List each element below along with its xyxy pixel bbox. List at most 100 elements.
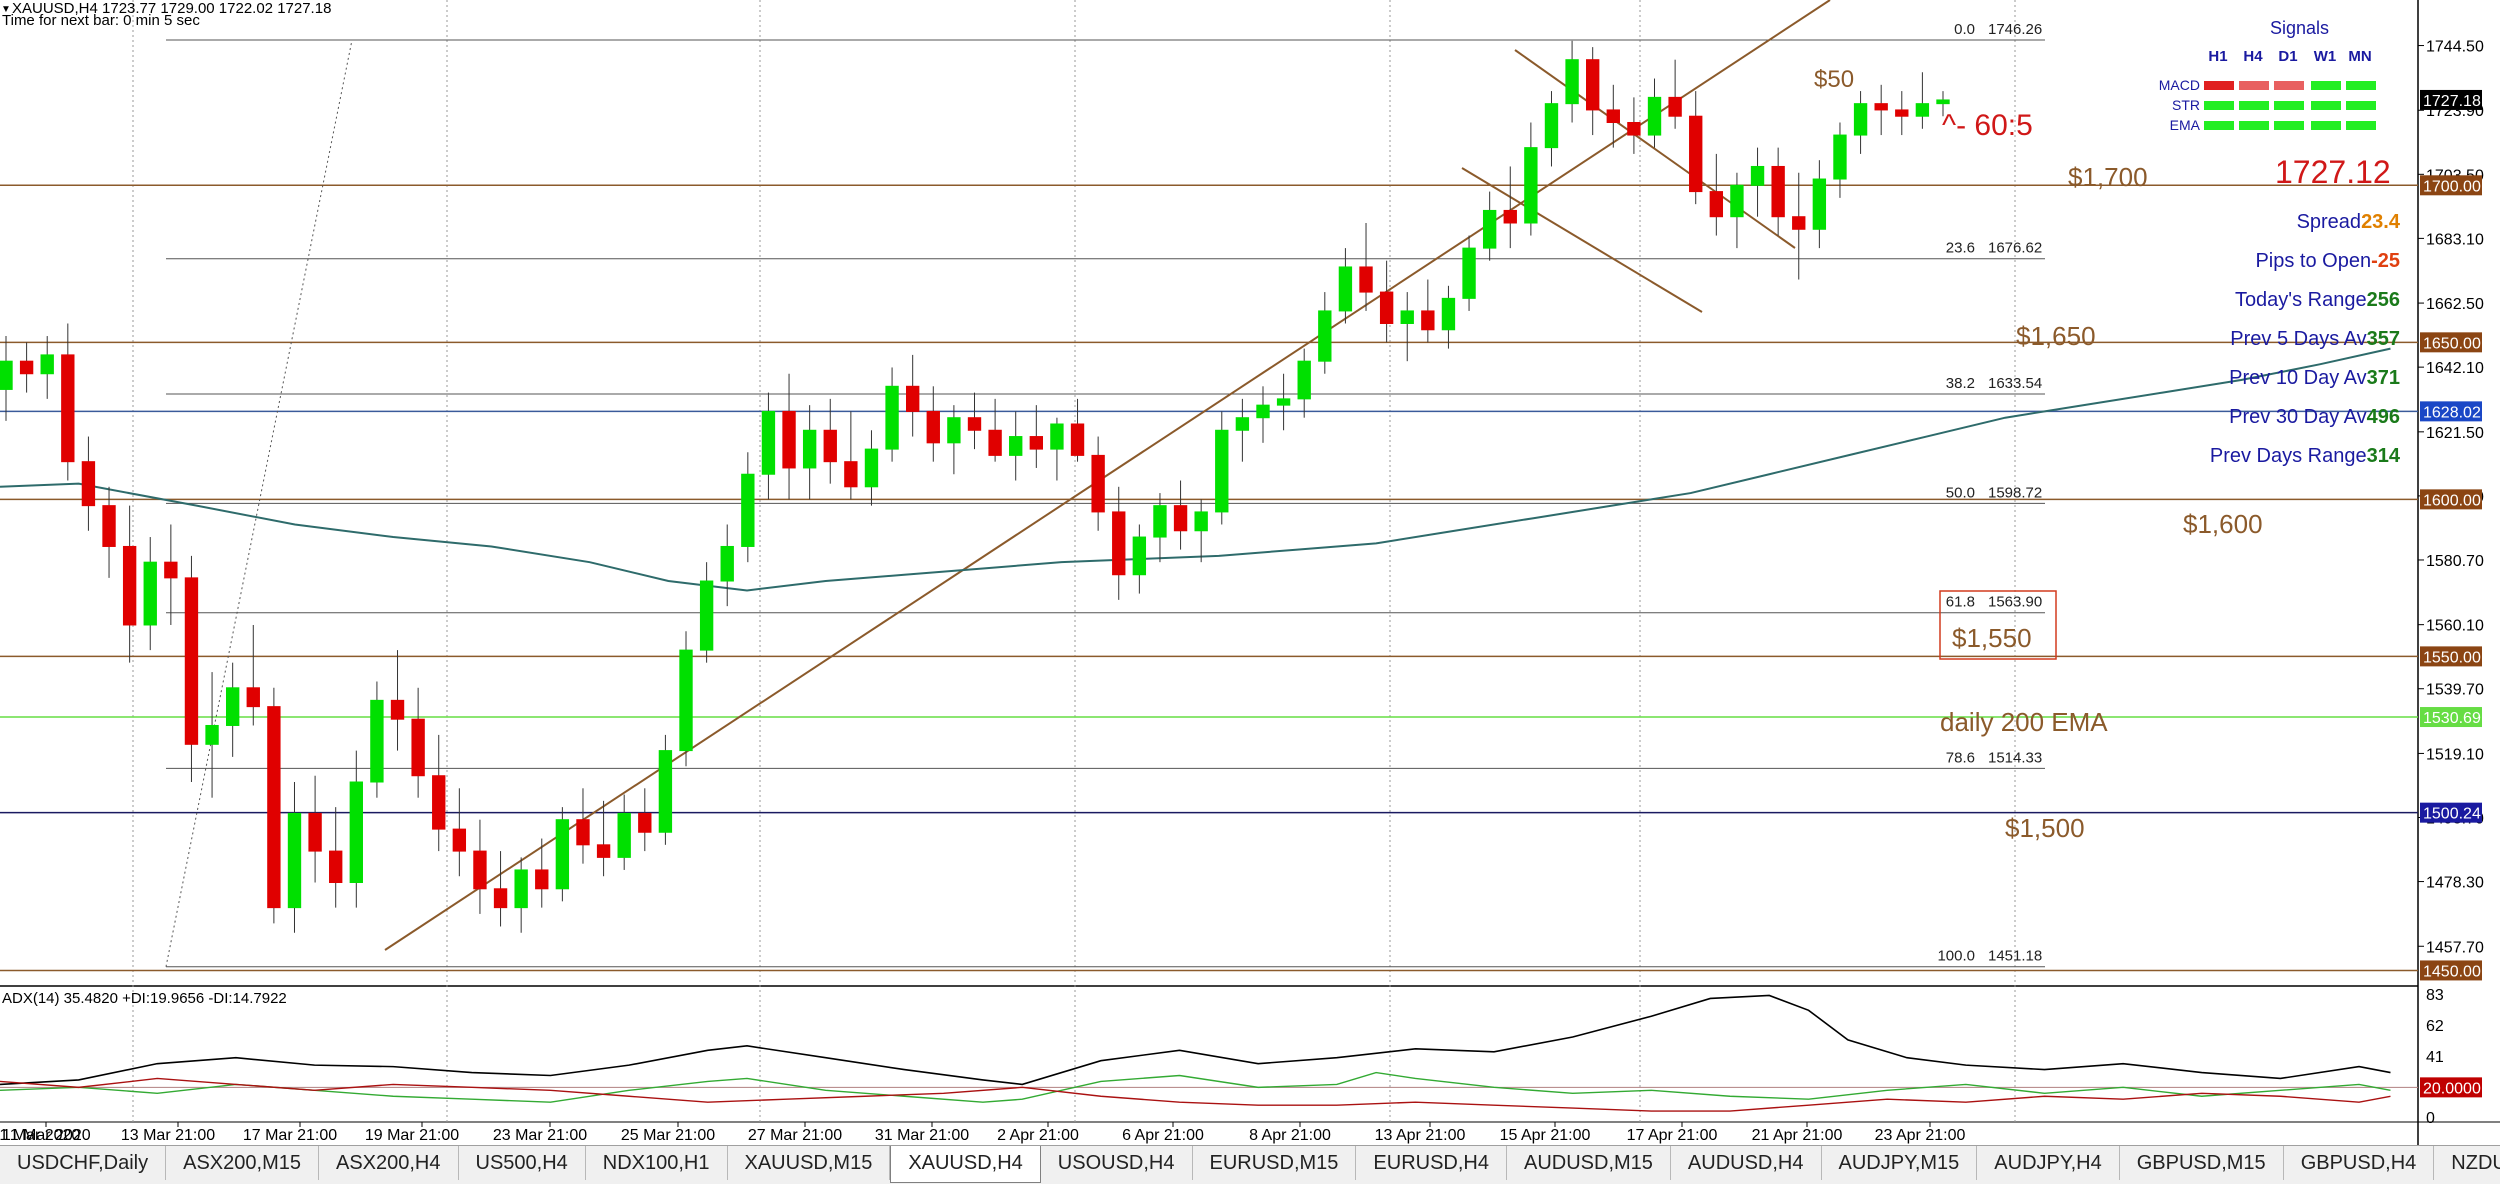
tab-eurusd-h4[interactable]: EURUSD,H4 <box>1356 1146 1507 1180</box>
candle-75 <box>1544 91 1559 167</box>
candle-72 <box>1482 191 1497 261</box>
x-tick-label-3: 19 Mar 21:00 <box>365 1127 459 1144</box>
price-badge-value: 1700.00 <box>2423 178 2481 195</box>
adx-label: ADX(14) 35.4820 +DI:19.9656 -DI:14.7922 <box>2 990 287 1007</box>
y-tick-label-11: 1519.10 <box>2426 746 2484 763</box>
candle-67 <box>1379 260 1394 343</box>
signal-cell-0-2 <box>2274 81 2304 90</box>
adx-y-tick-1: 62 <box>2426 1018 2444 1035</box>
tab-audjpy-m15[interactable]: AUDJPY,M15 <box>1822 1146 1978 1180</box>
price-badges: 1727.18 1700.00 1650.00 1628.02 1600.00 1550.… <box>2420 89 2482 981</box>
tab-asx200-h4[interactable]: ASX200,H4 <box>319 1146 459 1180</box>
y-tick-label-8: 1580.70 <box>2426 553 2484 570</box>
time-axis: 11 Mar 2020 13 Mar 21:00 17 Mar 21:00 19 Ma… <box>0 1122 1965 1144</box>
price-badge-0: 1727.18 <box>2420 89 2482 110</box>
candle-48 <box>988 398 1002 462</box>
candle-2 <box>40 336 54 399</box>
candle-94 <box>1936 91 1950 117</box>
candle-15 <box>308 775 322 883</box>
candle-80 <box>1647 78 1662 148</box>
signals-col-2: D1 <box>2278 48 2297 65</box>
candle-body <box>679 649 693 752</box>
y-tick-label-10: 1539.70 <box>2426 682 2484 699</box>
candle-body <box>473 850 487 890</box>
fib-level-0: 0.0 <box>1954 21 1975 38</box>
candle-body <box>1215 429 1229 513</box>
candle-68 <box>1400 292 1414 362</box>
candle-body <box>1874 103 1888 111</box>
tab-audjpy-h4[interactable]: AUDJPY,H4 <box>1977 1146 2120 1180</box>
candle-5 <box>102 486 116 578</box>
candle-body <box>1112 511 1126 576</box>
tab-asx200-m15[interactable]: ASX200,M15 <box>166 1146 319 1180</box>
candle-1 <box>19 342 34 393</box>
tab-audusd-h4[interactable]: AUDUSD,H4 <box>1671 1146 1822 1180</box>
candle-58 <box>1194 499 1208 563</box>
candle-body <box>514 869 528 909</box>
candle-body <box>823 429 837 463</box>
tab-gbpusd-h4[interactable]: GBPUSD,H4 <box>2284 1146 2435 1180</box>
signal-cell-2-4 <box>2346 121 2376 130</box>
signal-cell-0-4 <box>2346 81 2376 90</box>
candle-11 <box>225 662 240 757</box>
candle-74 <box>1524 122 1538 236</box>
candle-body <box>844 461 858 488</box>
chart-canvas[interactable]: 0.0 1746.26 23.6 1676.62 38.2 1633.54 50.0 1598… <box>0 0 2500 1145</box>
candle-body <box>184 577 199 745</box>
candle-29 <box>596 800 611 877</box>
candle-14 <box>287 782 302 933</box>
tab-nzdusd-m15[interactable]: NZDUSD,M15 <box>2434 1146 2500 1180</box>
fib-price-2: 1633.54 <box>1988 375 2042 392</box>
signal-cell-2-2 <box>2274 121 2304 130</box>
candle-body <box>988 429 1002 456</box>
candle-body <box>1544 103 1559 149</box>
candle-body <box>205 724 219 745</box>
candle-body <box>1297 360 1311 400</box>
tab-usdchf-daily[interactable]: USDCHF,Daily <box>0 1146 167 1180</box>
candle-body <box>1730 184 1744 218</box>
tab-ndx100-h1[interactable]: NDX100,H1 <box>586 1146 728 1180</box>
fib-level-4: 61.8 <box>1946 594 1975 611</box>
signals-col-3: W1 <box>2314 48 2337 65</box>
signals-row-label-2: EMA <box>2170 117 2201 133</box>
candle-43 <box>885 367 899 462</box>
candle-body <box>1256 404 1270 419</box>
chart-tabs: USDCHF,Daily ASX200,M15 ASX200,H4 US500,H4 N… <box>0 1145 2500 1184</box>
candle-body <box>143 561 157 626</box>
current-price-label: 1727.12 <box>2275 154 2391 190</box>
candle-91 <box>1874 84 1888 136</box>
tab-xauusd-h4[interactable]: XAUUSD,H4 <box>890 1146 1041 1183</box>
candle-body <box>1771 165 1785 218</box>
tab-usousd-h4[interactable]: USOUSD,H4 <box>1041 1146 1193 1180</box>
fib-price-3: 1598.72 <box>1988 484 2042 501</box>
fib-price-5: 1514.33 <box>1988 749 2042 766</box>
candle-50 <box>1029 405 1044 468</box>
fib-price-0: 1746.26 <box>1988 21 2042 38</box>
tab-gbpusd-m15[interactable]: GBPUSD,M15 <box>2120 1146 2284 1180</box>
x-tick-label-12: 15 Apr 21:00 <box>1500 1127 1591 1144</box>
candle-33 <box>679 631 693 767</box>
candle-body <box>61 354 75 463</box>
tab-audusd-m15[interactable]: AUDUSD,M15 <box>1507 1146 1671 1180</box>
candle-body <box>1462 247 1476 299</box>
candle-body <box>40 354 54 375</box>
candle-body <box>1586 59 1600 111</box>
candle-body <box>761 410 776 475</box>
candle-16 <box>329 807 343 908</box>
candle-34 <box>699 562 714 663</box>
y-tick-label-6: 1621.50 <box>2426 425 2484 442</box>
candle-69 <box>1421 279 1435 343</box>
fibonacci-retracement: 0.0 1746.26 23.6 1676.62 38.2 1633.54 50.0 1598… <box>165 21 2057 968</box>
candle-12 <box>246 624 260 726</box>
tab-eurusd-m15[interactable]: EURUSD,M15 <box>1193 1146 1357 1180</box>
level-label-1: $1,650 <box>2016 321 2096 351</box>
candle-body <box>576 819 590 846</box>
price-badge-bg <box>2420 802 2482 823</box>
price-badge-value: 1530.69 <box>2423 710 2481 727</box>
candle-body <box>432 775 446 830</box>
candle-body <box>1915 103 1930 117</box>
candle-81 <box>1668 59 1682 129</box>
tab-xauusd-m15[interactable]: XAUUSD,M15 <box>728 1146 891 1180</box>
tab-us500-h4[interactable]: US500,H4 <box>459 1146 586 1180</box>
